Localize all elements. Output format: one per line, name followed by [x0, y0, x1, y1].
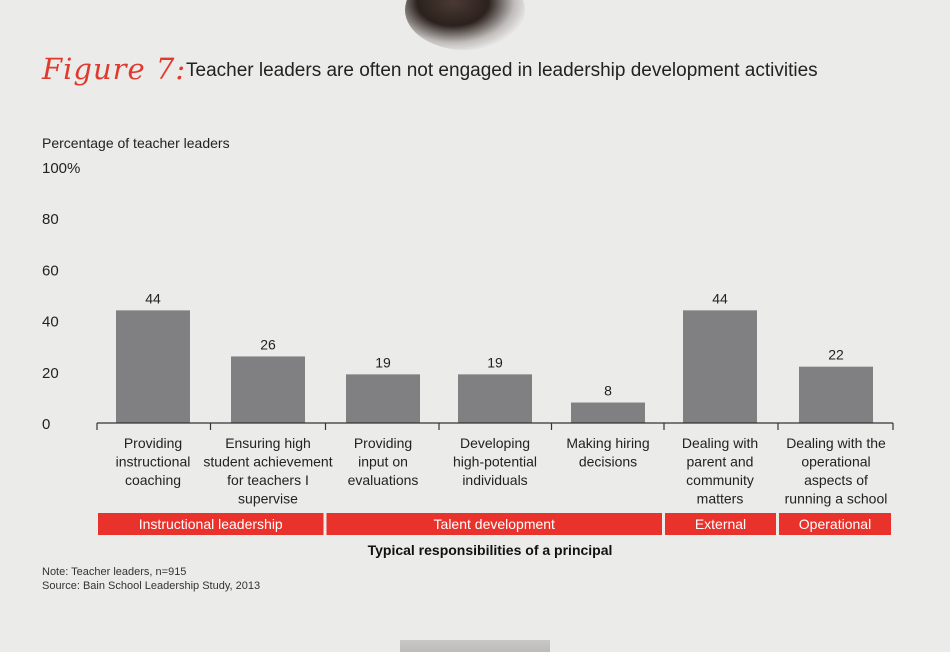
x-tick-label: Developing high-potential individuals: [453, 435, 537, 488]
background-photo-edge: [400, 640, 550, 652]
group-band: [665, 513, 776, 535]
group-band-label: External: [695, 516, 746, 532]
x-tick-label-line: matters: [697, 491, 744, 507]
x-axis-label: Typical responsibilities of a principal: [367, 542, 613, 558]
x-tick-label-line: input on: [358, 454, 408, 470]
x-tick-label-line: for teachers I: [227, 472, 309, 488]
y-tick-label: 60: [42, 262, 59, 279]
x-tick-label-line: evaluations: [348, 472, 419, 488]
chart-note: Note: Teacher leaders, n=915: [42, 566, 187, 578]
bar: [571, 402, 645, 423]
bar-value-label: 19: [375, 354, 391, 370]
bar: [116, 310, 190, 423]
x-tick-label-line: individuals: [462, 472, 527, 488]
group-band-label: Operational: [799, 516, 871, 532]
y-tick-label: 20: [42, 365, 59, 382]
x-tick-label-line: Providing: [354, 435, 412, 451]
bar: [683, 310, 757, 423]
y-tick-label: 100%: [42, 160, 80, 177]
x-tick-label-line: supervise: [238, 491, 298, 507]
x-tick-label: Dealing with the operational aspects of run…: [785, 435, 888, 507]
bar-value-label: 44: [145, 290, 161, 306]
x-tick-label-line: Dealing with the: [786, 435, 886, 451]
x-tick-label: Making hiring decisions: [566, 435, 649, 470]
bar-value-label: 8: [604, 383, 612, 399]
chart-title: Teacher leaders are often not engaged in…: [186, 60, 818, 81]
group-band: [98, 513, 324, 535]
x-tick-label-line: operational: [801, 454, 870, 470]
y-tick-label: 80: [42, 211, 59, 228]
group-band: [326, 513, 662, 535]
bar-value-label: 44: [712, 290, 728, 306]
x-tick-label-line: Ensuring high: [225, 435, 311, 451]
bar: [231, 356, 305, 423]
y-tick-label: 0: [42, 416, 50, 433]
group-band-label: Instructional leadership: [139, 516, 283, 532]
y-axis-label: Percentage of teacher leaders: [42, 135, 230, 151]
x-tick-label-line: Providing: [124, 435, 182, 451]
x-tick-label-line: Dealing with: [682, 435, 758, 451]
x-tick-label-line: aspects of: [804, 472, 868, 488]
bar: [458, 374, 532, 423]
bar-value-label: 19: [487, 354, 503, 370]
y-tick-label: 40: [42, 314, 59, 331]
x-tick-label-line: instructional: [116, 454, 191, 470]
chart-source: Source: Bain School Leadership Study, 20…: [42, 580, 261, 592]
x-tick-label: Providing instructional coaching: [116, 435, 191, 488]
group-band-label: Talent development: [434, 516, 556, 532]
x-tick-label-line: Developing: [460, 435, 530, 451]
x-tick-label-line: community: [686, 472, 754, 488]
x-tick-label: Providing input on evaluations: [348, 435, 419, 488]
x-tick-label-line: Making hiring: [566, 435, 649, 451]
figure-number: Figure 7:: [42, 52, 187, 86]
x-tick-label-line: student achievement: [203, 454, 332, 470]
x-tick-label-line: high-potential: [453, 454, 537, 470]
bar: [799, 366, 873, 423]
bar: [346, 374, 420, 423]
x-tick-label-line: parent and: [687, 454, 754, 470]
x-tick-label-line: coaching: [125, 472, 181, 488]
x-tick-label-line: running a school: [785, 491, 888, 507]
bar-value-label: 26: [260, 336, 276, 352]
x-tick-label: Dealing with parent and community matters: [682, 435, 758, 507]
bar-value-label: 22: [828, 347, 844, 363]
x-tick-label: Ensuring high student achievement for teac…: [203, 435, 332, 507]
group-band: [779, 513, 891, 535]
x-tick-label-line: decisions: [579, 454, 637, 470]
